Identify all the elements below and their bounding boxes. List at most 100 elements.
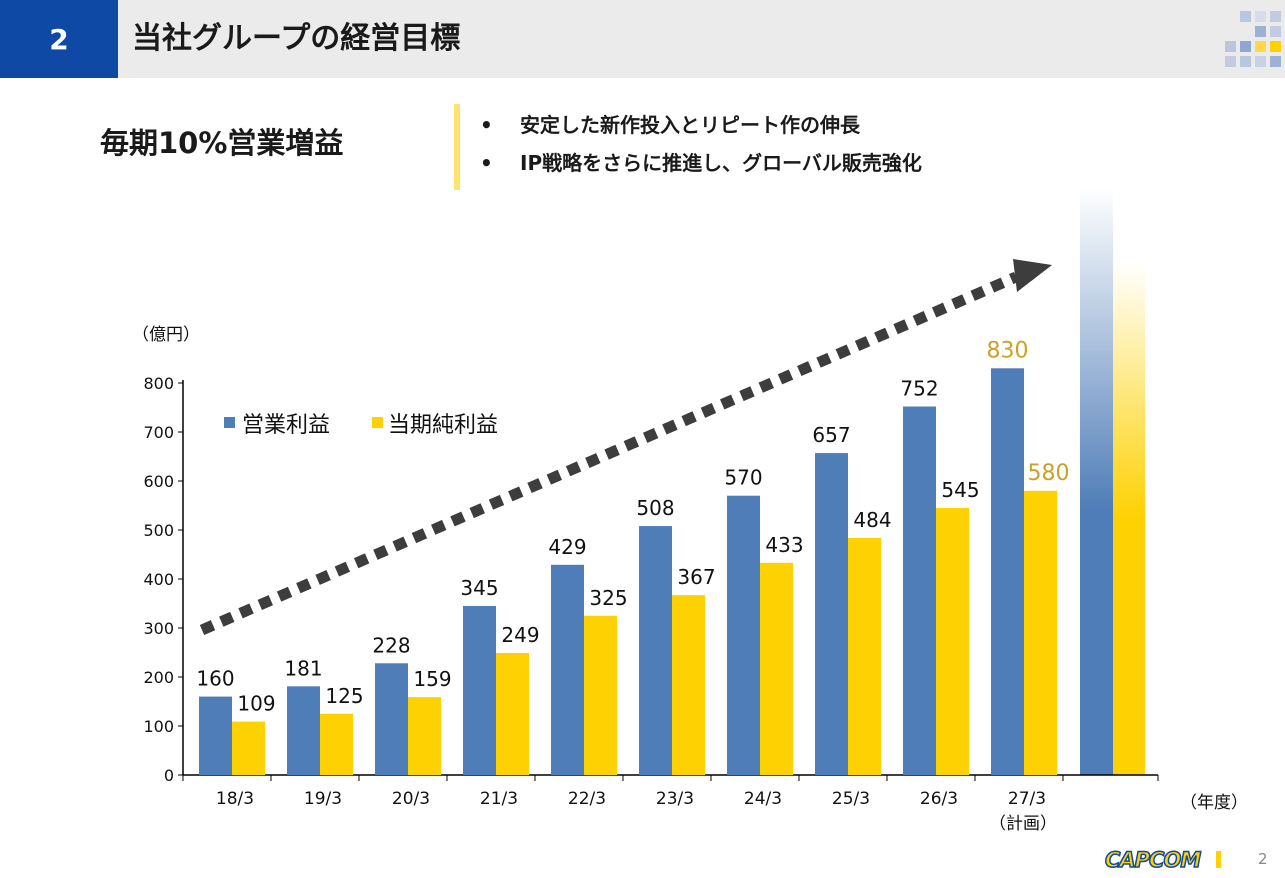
strategy-list: • 安定した新作投入とリピート作の伸長 • IP戦略をさらに推進し、グローバル販売強… xyxy=(480,106,922,182)
data-label: 367 xyxy=(677,565,715,589)
data-label: 570 xyxy=(724,466,762,490)
bar-net-profit xyxy=(320,713,353,775)
y-axis-unit: （億円） xyxy=(132,325,200,345)
strategy-text: 安定した新作投入とリピート作の伸長 xyxy=(520,113,860,137)
legend-swatch-net xyxy=(372,417,383,428)
category-label: 27/3 xyxy=(1008,789,1046,809)
future-bar-operating xyxy=(1080,188,1113,775)
trend-arrow-line xyxy=(199,271,1019,636)
category-label: 18/3 xyxy=(216,789,254,809)
category-label: 23/3 xyxy=(656,789,694,809)
bar-net-profit xyxy=(408,697,441,775)
data-label: 433 xyxy=(765,533,803,557)
legend-label-net: 当期純利益 xyxy=(388,413,498,438)
data-label: 545 xyxy=(941,478,979,502)
future-bar-net xyxy=(1113,262,1145,775)
data-label: 580 xyxy=(1028,461,1070,486)
data-label: 109 xyxy=(237,692,275,716)
y-tick-label: 400 xyxy=(143,570,174,589)
decoration-square xyxy=(1270,41,1281,52)
decoration-square xyxy=(1225,56,1236,67)
decoration-square xyxy=(1240,56,1251,67)
page-title: 当社グループの経営目標 xyxy=(132,21,461,56)
logo-accent xyxy=(1216,851,1221,868)
data-label: 160 xyxy=(196,667,234,691)
bar-net-profit xyxy=(1024,490,1057,775)
decoration-square xyxy=(1225,41,1236,52)
category-label: 26/3 xyxy=(920,789,958,809)
bar-operating-profit xyxy=(375,663,408,775)
capcom-logo: CAPCOM xyxy=(1104,847,1202,873)
legend-label-operating: 営業利益 xyxy=(242,413,330,438)
bar-net-profit xyxy=(496,652,529,775)
decoration-square xyxy=(1255,11,1266,22)
bar-net-profit xyxy=(672,595,705,775)
y-tick-label: 600 xyxy=(143,472,174,491)
x-axis-unit: （年度） xyxy=(1180,793,1248,813)
strategy-text: IP戦略をさらに推進し、グローバル販売強化 xyxy=(520,151,922,175)
accent-divider xyxy=(454,104,460,190)
bar-net-profit xyxy=(848,537,881,775)
bar-operating-profit xyxy=(815,453,848,775)
data-label: 159 xyxy=(413,667,451,691)
data-label: 429 xyxy=(548,535,586,559)
y-tick-label: 200 xyxy=(143,668,174,687)
bullet-mark: • xyxy=(480,113,493,137)
bar-operating-profit xyxy=(639,526,672,775)
bar-net-profit xyxy=(760,562,793,775)
bar-operating-profit xyxy=(199,696,232,775)
decoration-square xyxy=(1240,41,1251,52)
bar-operating-profit xyxy=(463,605,496,775)
decoration-square xyxy=(1270,26,1281,37)
category-label: 20/3 xyxy=(392,789,430,809)
y-tick-label: 100 xyxy=(143,717,174,736)
category-label: 24/3 xyxy=(744,789,782,809)
section-number: 2 xyxy=(0,0,118,78)
data-label: 752 xyxy=(900,377,938,401)
bar-operating-profit xyxy=(991,368,1024,775)
decoration-square xyxy=(1255,41,1266,52)
trend-arrow-head xyxy=(1013,259,1052,292)
data-label: 325 xyxy=(589,586,627,610)
future-growth-bars xyxy=(1080,188,1145,775)
data-label: 484 xyxy=(853,508,891,532)
decoration-square xyxy=(1255,56,1266,67)
bar-net-profit xyxy=(936,507,969,775)
y-tick-label: 800 xyxy=(143,374,174,393)
strategy-item: • 安定した新作投入とリピート作の伸長 xyxy=(480,106,922,144)
data-label: 830 xyxy=(987,338,1029,363)
bar-net-profit xyxy=(584,615,617,775)
page-number: 2 xyxy=(1258,850,1268,868)
data-label: 249 xyxy=(501,623,539,647)
category-label: 21/3 xyxy=(480,789,518,809)
data-label: 345 xyxy=(460,576,498,600)
header-bar: 2 当社グループの経営目標 xyxy=(0,0,1285,78)
category-label: 25/3 xyxy=(832,789,870,809)
bullet-mark: • xyxy=(480,151,493,175)
bar-operating-profit xyxy=(903,406,936,775)
goal-heading: 毎期10%営業増益 xyxy=(100,126,344,160)
category-label: 22/3 xyxy=(568,789,606,809)
y-tick-label: 0 xyxy=(164,766,174,785)
y-tick-label: 300 xyxy=(143,619,174,638)
bar-operating-profit xyxy=(727,495,760,775)
data-label: 125 xyxy=(325,684,363,708)
decoration-square xyxy=(1240,11,1251,22)
category-note: （計画） xyxy=(989,814,1057,834)
legend-swatch-operating xyxy=(224,417,235,428)
y-tick-label: 500 xyxy=(143,521,174,540)
data-label: 228 xyxy=(372,633,410,657)
y-tick-label: 700 xyxy=(143,423,174,442)
data-label: 508 xyxy=(636,496,674,520)
data-label: 181 xyxy=(284,656,322,680)
bar-operating-profit xyxy=(551,564,584,775)
decoration-square xyxy=(1255,26,1266,37)
bar-net-profit xyxy=(232,721,265,775)
decoration-square xyxy=(1270,11,1281,22)
strategy-item: • IP戦略をさらに推進し、グローバル販売強化 xyxy=(480,144,922,182)
category-label: 19/3 xyxy=(304,789,342,809)
bar-operating-profit xyxy=(287,686,320,775)
data-label: 657 xyxy=(812,423,850,447)
decoration-square xyxy=(1270,56,1281,67)
